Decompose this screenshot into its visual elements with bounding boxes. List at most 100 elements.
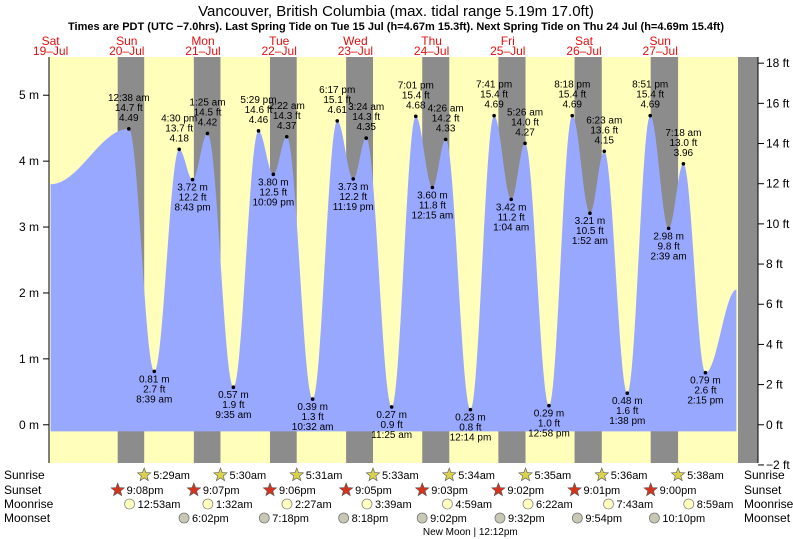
moonset-icon — [338, 512, 350, 524]
sunset-row-label-left: Sunset — [4, 483, 42, 497]
sunset-icon — [414, 482, 430, 497]
day-name: Fri — [501, 34, 515, 48]
high-tide-label: 4:26 am — [428, 103, 464, 114]
sunrise-icon — [518, 467, 533, 482]
day-name: Mon — [191, 34, 214, 48]
sunset-time: 9:08pm — [127, 485, 164, 497]
high-tide-label: 7:18 am — [665, 128, 701, 139]
low-tide-point — [310, 397, 315, 401]
day-name: Sat — [42, 34, 61, 48]
high-tide-point — [364, 136, 368, 140]
low-tide-label: 2:15 pm — [687, 396, 723, 407]
left-axis-label: 0 m — [19, 418, 39, 432]
right-axis-label: 2 ft — [766, 378, 783, 392]
high-tide-label: 6:17 pm — [319, 85, 355, 96]
moonset-icon — [258, 512, 270, 524]
low-tide-point — [152, 369, 157, 374]
low-tide-point — [468, 407, 473, 412]
high-tide-label: 15.4 ft — [558, 90, 586, 101]
sunset-row-label-right: Sunset — [744, 483, 782, 497]
low-tide-label: 3.21 m — [575, 216, 606, 227]
low-tide-label: 12:15 am — [412, 211, 454, 222]
sunset-icon — [186, 482, 202, 497]
moonrise-icon — [442, 498, 453, 510]
moonset-time: 10:10pm — [662, 513, 705, 525]
moonrise-time: 8:59am — [697, 499, 734, 511]
high-tide-label: 3.96 — [674, 148, 694, 159]
moonset-icon — [416, 512, 428, 524]
high-tide-label: 14.3 ft — [273, 111, 301, 122]
high-tide-label: 13.7 ft — [165, 123, 193, 134]
low-tide-point — [389, 405, 394, 409]
sunrise-icon — [213, 467, 228, 482]
sunrise-icon — [594, 467, 610, 482]
high-tide-label: 7:41 pm — [476, 80, 512, 91]
sunrise-icon — [136, 467, 152, 482]
low-tide-label: 10:09 pm — [252, 197, 294, 208]
high-tide-label: 15.4 ft — [636, 90, 664, 101]
low-tide-label: 1:52 am — [572, 236, 608, 247]
high-tide-point — [602, 149, 607, 154]
sunset-time: 9:05pm — [355, 485, 392, 497]
high-tide-label: 4.69 — [640, 100, 660, 111]
moonset-icon — [648, 512, 660, 524]
day-name: Thu — [421, 34, 442, 48]
right-axis-label: 8 ft — [766, 257, 783, 271]
moonrise-row-label-left: Moonrise — [4, 497, 54, 511]
low-tide-label: 0.23 m — [455, 413, 486, 424]
moonrise-time: 2:27am — [295, 499, 332, 511]
moonset-row-label-right: Moonset — [744, 511, 791, 525]
low-tide-point — [351, 177, 356, 181]
low-tide-label: 12.2 ft — [179, 193, 207, 204]
low-tide-label: 1.6 ft — [616, 406, 638, 417]
high-tide-label: 7:01 pm — [398, 80, 434, 91]
high-tide-point — [681, 161, 686, 166]
low-tide-label: 11:19 pm — [333, 202, 374, 213]
high-tide-label: 14.0 ft — [511, 117, 539, 128]
low-tide-label: 9:35 am — [215, 410, 251, 421]
sunrise-time: 5:30am — [229, 470, 266, 482]
low-tide-label: 12.5 ft — [259, 187, 287, 198]
left-axis-label: 4 m — [19, 154, 39, 168]
high-tide-label: 1:25 am — [189, 97, 225, 108]
high-tide-label: 14.3 ft — [352, 112, 380, 123]
high-tide-label: 4.37 — [277, 121, 297, 132]
sunrise-time: 5:29am — [153, 470, 190, 482]
high-tide-label: 14.7 ft — [115, 103, 143, 114]
low-tide-label: 1.9 ft — [222, 400, 244, 411]
low-tide-label: 3.80 m — [258, 177, 289, 188]
sunset-time: 9:03pm — [431, 485, 468, 497]
low-tide-label: 2.7 ft — [143, 384, 165, 395]
right-axis-label: −2 ft — [766, 458, 790, 472]
right-axis-label: 12 ft — [766, 177, 790, 191]
sunset-time: 9:00pm — [660, 485, 697, 497]
left-axis-label: 1 m — [19, 352, 39, 366]
moonrise-icon — [202, 498, 214, 510]
moonset-time: 9:02pm — [430, 513, 467, 525]
chart-title: Vancouver, British Columbia (max. tidal … — [198, 3, 594, 20]
low-tide-label: 11.2 ft — [498, 212, 525, 223]
sunset-time: 9:07pm — [203, 485, 240, 497]
sunset-icon — [110, 482, 126, 497]
high-tide-label: 5:29 pm — [240, 95, 276, 106]
sunrise-icon — [289, 467, 305, 482]
low-tide-label: 8:43 pm — [175, 203, 211, 214]
sunrise-row-label-left: Sunrise — [4, 468, 45, 482]
high-tide-label: 4.42 — [198, 117, 218, 128]
moonrise-icon — [522, 498, 534, 510]
low-tide-point — [666, 226, 671, 231]
day-date: 26–Jul — [566, 44, 601, 58]
high-tide-point — [443, 137, 448, 142]
high-tide-point — [570, 113, 575, 118]
sunrise-time: 5:38am — [687, 470, 724, 482]
high-tide-point — [413, 114, 418, 119]
moonrise-icon — [361, 498, 373, 510]
low-tide-label: 2.98 m — [653, 231, 684, 242]
moonrise-time: 6:22am — [536, 499, 573, 511]
low-tide-label: 3.42 m — [496, 202, 527, 213]
axes: Sat19–JulSun20–JulMon21–JulTue22–JulWed2… — [19, 34, 790, 472]
sunrise-icon — [441, 467, 457, 482]
sunset-icon — [338, 482, 354, 497]
